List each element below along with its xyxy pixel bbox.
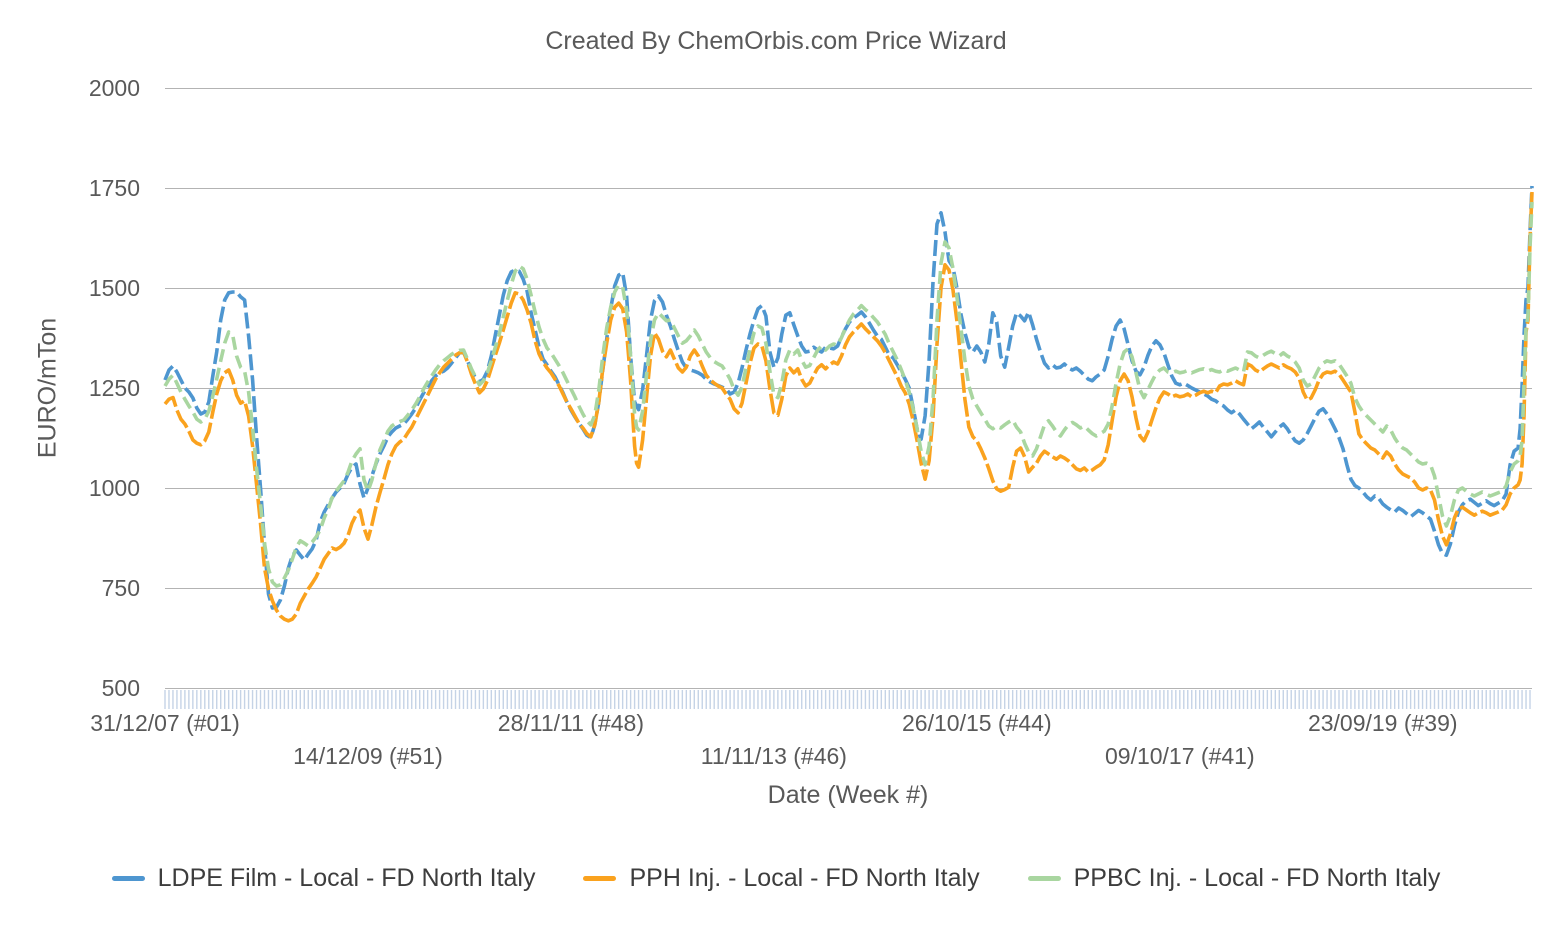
legend: LDPE Film - Local - FD North Italy PPH In… [0, 864, 1552, 893]
x-axis-title: Date (Week #) [767, 781, 929, 809]
legend-item-0[interactable]: LDPE Film - Local - FD North Italy [111, 864, 536, 893]
y-tick-label: 1500 [88, 275, 140, 301]
gridlines [165, 88, 1532, 689]
legend-label: PPH Inj. - Local - FD North Italy [629, 864, 980, 892]
y-tick-label: 2000 [88, 75, 140, 101]
legend-label: LDPE Film - Local - FD North Italy [157, 864, 536, 892]
legend-label: PPBC Inj. - Local - FD North Italy [1073, 864, 1441, 892]
legend-item-2[interactable]: PPBC Inj. - Local - FD North Italy [1027, 864, 1441, 893]
x-tick-label: 09/10/17 (#41) [1104, 743, 1255, 769]
x-tick-label: 14/12/09 (#51) [293, 743, 443, 769]
y-tick-label: 1750 [88, 175, 140, 201]
legend-item-1[interactable]: PPH Inj. - Local - FD North Italy [583, 864, 980, 893]
legend-swatch-icon [111, 876, 145, 881]
series-line-1[interactable] [163, 191, 1534, 623]
x-tick-label: 31/12/07 (#01) [90, 710, 240, 736]
legend-swatch-icon [583, 876, 617, 881]
y-tick-label: 1250 [88, 375, 140, 401]
x-tick-label: 28/11/11 (#48) [497, 710, 644, 736]
y-tick-label: 500 [101, 675, 140, 701]
legend-swatch-icon [1027, 876, 1061, 881]
series-line-2[interactable] [163, 201, 1534, 588]
x-tick-label: 26/10/15 (#44) [902, 710, 1052, 736]
series-lines [163, 185, 1534, 623]
x-tick-label: 23/09/19 (#39) [1307, 710, 1458, 736]
series-line-0[interactable] [163, 185, 1534, 610]
y-tick-label: 1000 [88, 475, 140, 501]
chart-title: Created By ChemOrbis.com Price Wizard [545, 27, 1007, 55]
y-tick-label: 750 [101, 575, 140, 601]
x-tick-label: 11/11/13 (#46) [700, 743, 847, 769]
x-minor-ticks [164, 690, 1531, 709]
